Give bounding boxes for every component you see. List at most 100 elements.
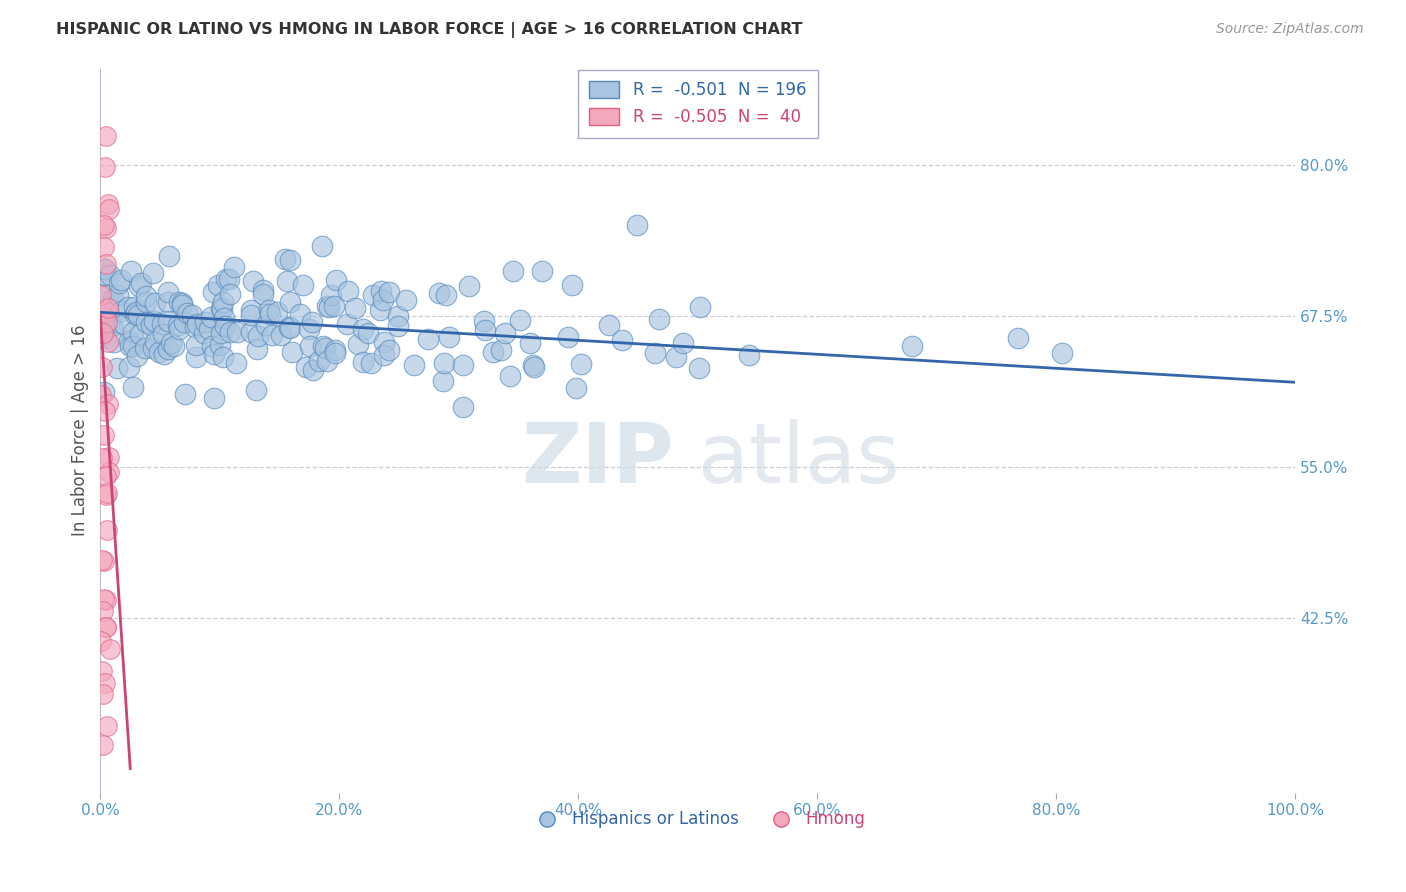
Text: HISPANIC OR LATINO VS HMONG IN LABOR FORCE | AGE > 16 CORRELATION CHART: HISPANIC OR LATINO VS HMONG IN LABOR FOR… [56,22,803,38]
Point [93,261,115,276]
Point [387,309,409,323]
Point [157,249,180,263]
Point [93,268,115,282]
Point [433,356,456,370]
Point [1007,331,1029,345]
Point [94,310,117,324]
Point [370,284,392,298]
Point [124,307,146,321]
Point [226,325,249,339]
Point [167,318,190,332]
Point [96,315,118,329]
Point [252,283,274,297]
Point [557,330,579,344]
Point [170,296,193,310]
Point [145,296,167,310]
Point [371,293,394,307]
Point [124,305,146,319]
Legend: Hispanics or Latinos, Hmong: Hispanics or Latinos, Hmong [523,804,872,835]
Point [98,465,121,479]
Point [323,346,346,360]
Point [312,339,335,353]
Point [318,300,340,314]
Point [160,336,183,351]
Point [499,368,522,383]
Point [252,287,274,301]
Point [202,285,225,299]
Point [118,334,141,348]
Point [522,359,544,373]
Point [127,309,149,323]
Point [598,318,620,333]
Point [212,350,235,364]
Point [150,317,173,331]
Point [219,325,242,339]
Point [239,302,262,317]
Point [387,319,409,334]
Point [278,319,301,334]
Point [107,276,129,290]
Point [212,310,235,325]
Point [644,345,666,359]
Point [110,273,132,287]
Point [225,356,247,370]
Point [97,335,120,350]
Point [200,310,222,325]
Point [139,318,162,333]
Point [98,641,121,656]
Point [103,292,125,306]
Point [665,350,688,364]
Point [474,323,496,337]
Text: atlas: atlas [697,419,900,500]
Point [156,295,179,310]
Point [120,264,142,278]
Point [93,328,115,343]
Point [91,326,114,341]
Point [141,341,163,355]
Point [208,338,231,352]
Point [93,385,115,400]
Point [90,360,112,375]
Point [352,322,374,336]
Point [245,383,267,397]
Point [245,342,267,356]
Point [295,359,318,374]
Point [129,326,152,341]
Point [114,318,136,332]
Point [519,336,541,351]
Point [489,343,512,358]
Point [93,240,115,254]
Point [288,307,311,321]
Point [259,306,281,320]
Point [257,302,280,317]
Point [337,284,360,298]
Point [167,295,190,310]
Point [94,331,117,345]
Point [122,300,145,314]
Point [291,277,314,292]
Point [128,279,150,293]
Point [323,343,346,358]
Point [122,339,145,353]
Point [172,298,194,312]
Point [346,336,368,351]
Point [482,344,505,359]
Point [336,317,359,331]
Point [97,196,120,211]
Point [98,268,121,282]
Point [301,363,323,377]
Point [94,469,117,483]
Point [93,428,115,442]
Point [157,314,180,328]
Point [502,264,524,278]
Point [184,319,207,334]
Y-axis label: In Labor Force | Age > 16: In Labor Force | Age > 16 [72,325,89,536]
Point [167,322,190,336]
Point [437,330,460,344]
Point [352,355,374,369]
Point [93,287,115,301]
Text: ZIP: ZIP [522,419,673,500]
Point [278,295,301,310]
Point [96,486,118,500]
Point [219,286,242,301]
